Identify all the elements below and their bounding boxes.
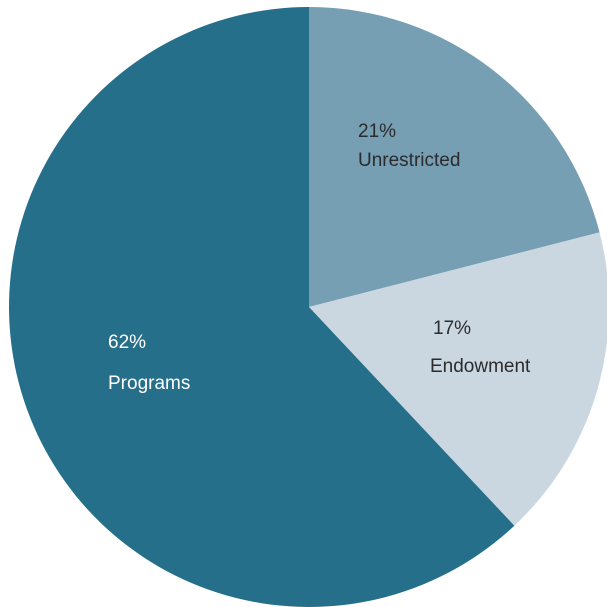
pie-labels: 21% Unrestricted 17% Endowment 62% Progr…: [108, 121, 531, 394]
slice-label-endowment: Endowment: [430, 356, 531, 377]
slice-label-unrestricted: Unrestricted: [358, 150, 460, 171]
slice-percent-programs: 62%: [108, 332, 146, 353]
pie-slice-unrestricted: [309, 7, 600, 307]
pie-slices: [9, 7, 607, 607]
pie-slice-endowment: [309, 232, 607, 526]
pie-slice-programs: [9, 7, 515, 607]
slice-percent-unrestricted: 21%: [358, 121, 396, 142]
slice-label-programs: Programs: [108, 373, 190, 394]
slice-percent-endowment: 17%: [433, 318, 471, 339]
